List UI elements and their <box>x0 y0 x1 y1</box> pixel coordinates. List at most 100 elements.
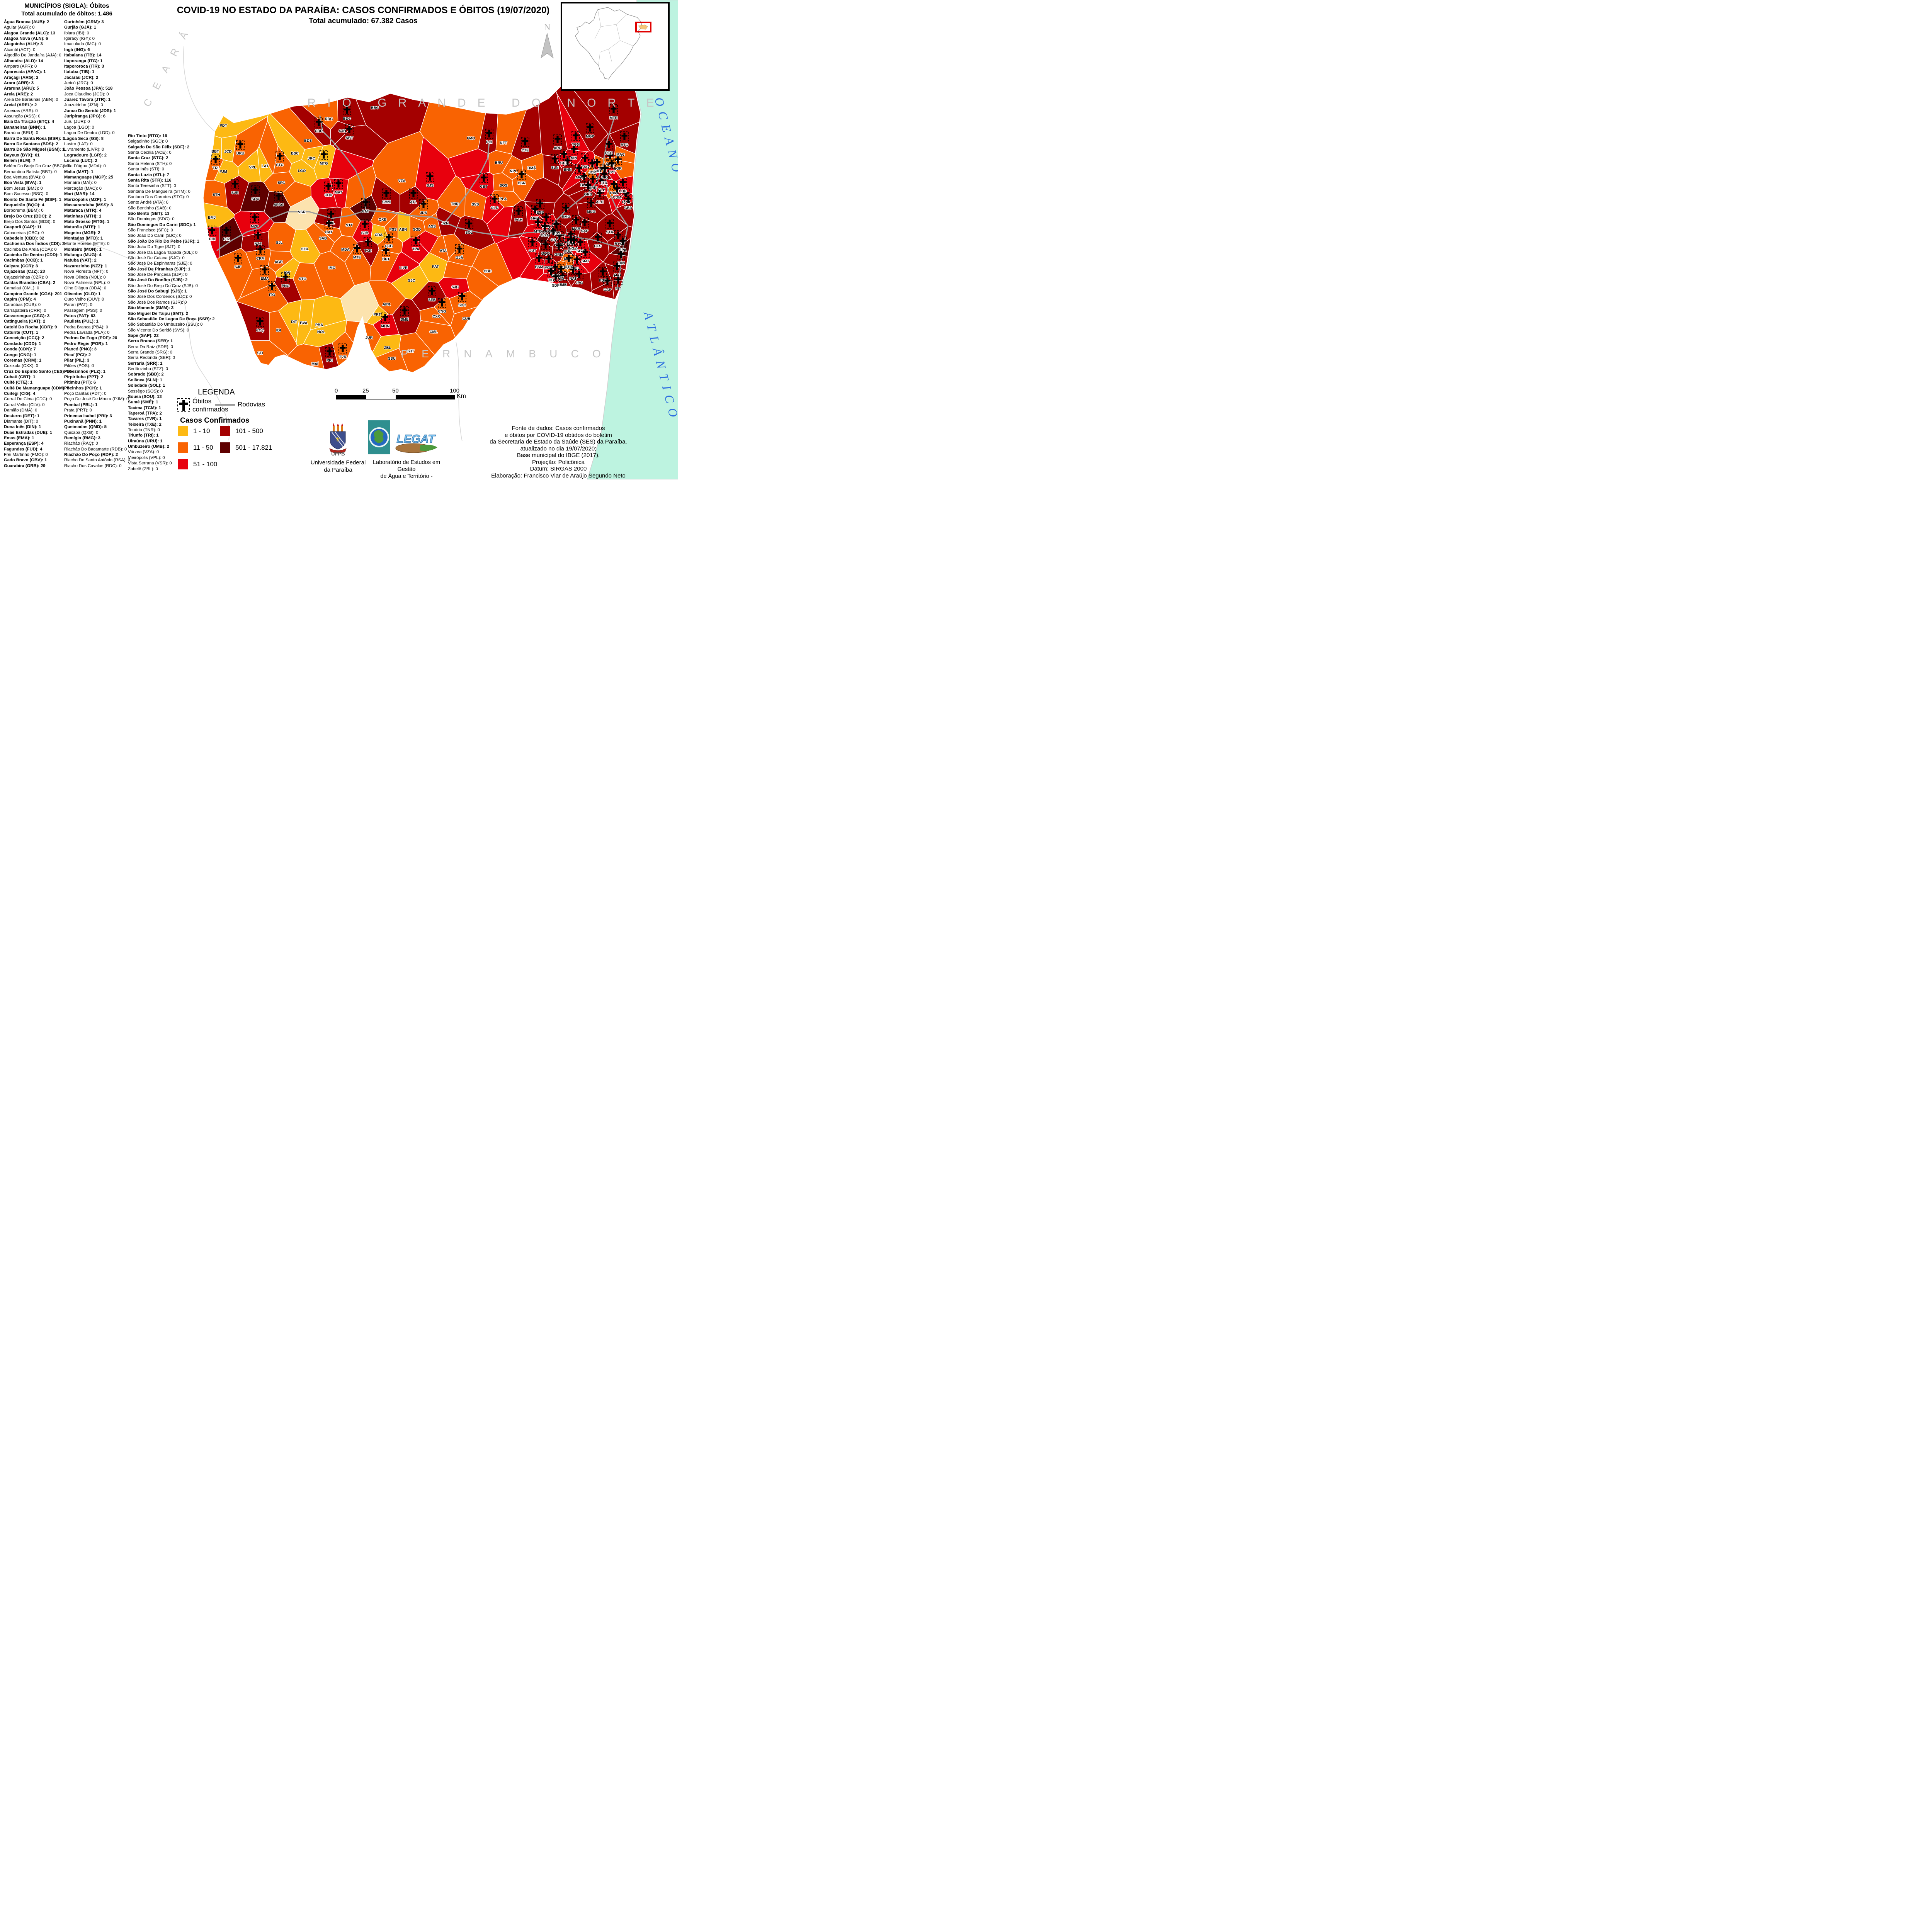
municipality-sigla-label: TPA <box>412 247 419 252</box>
municipality-cell-CAP <box>591 280 614 300</box>
death-cross-box <box>268 281 276 291</box>
municipality-list-item: Alagoinha (ALH): 3 <box>4 42 43 47</box>
municipality-list-item: Paulista (PUL): 1 <box>64 319 99 324</box>
death-cross-box <box>597 177 606 187</box>
municipality-sigla-label: BDC <box>343 117 351 121</box>
death-cross-box <box>465 219 473 229</box>
municipality-cell-SJT <box>399 332 435 373</box>
death-cross-box <box>551 262 560 272</box>
municipality-list-item: Cacimba De Areia (CDA): 0 <box>4 247 57 252</box>
municipality-list-item: Olho D'água (ODA): 0 <box>64 286 107 291</box>
municipality-sigla-label: RDP <box>570 247 578 252</box>
municipality-list-item: São José Dos Cordeiros (SJC): 0 <box>128 294 192 299</box>
municipality-sigla-label: PRT <box>374 313 381 317</box>
municipality-cell <box>282 181 311 207</box>
death-cross-icon <box>552 266 558 268</box>
municipality-sigla-label: LAT <box>262 164 269 168</box>
municipality-list-item: Várzea (VZA): 0 <box>128 450 159 455</box>
municipality-sigla-label: ATA <box>440 249 447 253</box>
municipality-sigla-label: NAT <box>570 277 577 281</box>
page: PDT BBT JCD URU TRI PJM VPL LAT STC BSC JRC MTG BDS C… <box>0 0 678 479</box>
death-cross-icon <box>459 295 465 297</box>
death-cross-box <box>593 158 601 168</box>
municipality-sigla-label: JTR <box>565 265 572 269</box>
death-cross-box <box>535 253 543 263</box>
municipality-list-item: Bom Jesus (BMJ): 0 <box>4 186 43 191</box>
municipality-sigla-label: MAÍ <box>311 362 318 366</box>
credit-line: atualizado no dia 19/07/2020; <box>520 445 597 452</box>
municipality-list-item: Cacimbas (CCB): 1 <box>4 258 43 263</box>
municipality-list-item: Cacimba De Dentro (CDD): 1 <box>4 253 63 258</box>
municipality-list-item: São João Do Cariri (SJC): 0 <box>128 233 182 238</box>
municipality-list-item: São Mamede (SMM): 3 <box>128 306 174 311</box>
municipality-list-item: Fagundes (FUD): 4 <box>4 447 43 452</box>
municipality-cell <box>345 165 376 209</box>
municipality-list-item: Imaculada (IMC): 0 <box>64 42 101 47</box>
municipality-list-item: São José Do Sabugi (SJS): 1 <box>128 289 187 294</box>
legend-swatch <box>178 442 188 453</box>
death-cross-icon <box>255 234 261 236</box>
death-cross-icon <box>614 265 620 267</box>
death-cross-icon <box>325 185 332 187</box>
municipality-sigla-label: SJB <box>361 231 369 235</box>
death-cross-box <box>281 272 290 282</box>
municipality-list-item: Santa Cecília (ACE): 0 <box>128 150 172 155</box>
death-cross-box <box>400 306 409 316</box>
municipality-sigla-label: SFC <box>278 181 285 185</box>
municipality-sigla-label: TRI <box>213 166 218 170</box>
death-cross-box <box>534 218 542 228</box>
municipality-list-item: Brejo Do Cruz (BDC): 2 <box>4 214 51 219</box>
death-cross-box <box>567 235 575 245</box>
list-header-line2: Total acumulado de óbitos: 1.486 <box>21 10 112 17</box>
municipality-list-item: Bananeiras (BNN): 1 <box>4 125 46 130</box>
death-cross-box <box>588 174 597 184</box>
municipality-sigla-label: FMO <box>467 136 475 141</box>
death-cross-box <box>256 317 264 327</box>
municipality-sigla-label: JUR <box>365 336 372 340</box>
municipality-list-item: São Vicente Do Seridó (SVS): 0 <box>128 328 189 333</box>
death-cross-icon <box>519 173 525 175</box>
municipality-sigla-label: JZN <box>442 221 449 226</box>
municipality-sigla-label: SJR <box>231 191 239 195</box>
municipality-list-item: Arara (ARR): 3 <box>4 80 34 85</box>
municipality-list-item: Puxinanã (PNN): 1 <box>64 419 102 424</box>
municipality-sigla-label: CJZ <box>223 237 230 241</box>
municipality-list-item: Araruna (ARU): 5 <box>4 86 39 91</box>
municipality-sigla-label: DIN <box>571 156 577 160</box>
municipality-list-item: Marizópolis (MZP): 1 <box>64 197 106 202</box>
death-cross-box <box>343 105 351 115</box>
ufpb-caption: Universidade Federal da Paraíba <box>310 459 366 473</box>
death-cross-icon <box>553 275 559 277</box>
municipality-list-item: Cuitegi (CIG): 4 <box>4 391 36 396</box>
death-cross-box <box>603 276 612 286</box>
municipality-list-item: Taperoá (TPA): 2 <box>128 411 162 416</box>
death-cross-box <box>576 238 585 248</box>
municipality-list-item: Bom Sucesso (BSC): 0 <box>4 192 49 197</box>
municipality-list-item: Riachão (RAÇ): 0 <box>64 441 98 446</box>
dgeoc-logo <box>368 420 390 456</box>
death-cross-box <box>211 155 220 165</box>
death-cross-box <box>412 236 420 246</box>
municipality-sigla-label: STI <box>257 351 263 355</box>
municipality-list-item: Alagoa Nova (ALN): 6 <box>4 36 48 41</box>
death-cross-icon <box>515 210 522 212</box>
municipality-sigla-label: MTR <box>610 116 618 120</box>
municipality-list-item: São José De Caiana (SJC): 0 <box>128 255 185 260</box>
municipality-list-item: Ibiara (IBI): 0 <box>64 31 89 36</box>
death-cross-box <box>458 292 466 302</box>
municipality-sigla-label: NOL <box>317 330 325 334</box>
municipality-sigla-label: ASS <box>428 224 436 229</box>
death-cross-icon <box>362 201 369 203</box>
municipality-sigla-label: MON <box>381 324 389 328</box>
municipality-sigla-label: SDF <box>552 284 560 288</box>
municipality-sigla-label: CXX <box>432 314 440 319</box>
death-cross-box <box>552 220 561 230</box>
death-cross-box <box>584 181 592 191</box>
municipality-list-item: Nova Floresta (NFT): 0 <box>64 269 109 274</box>
municipality-sigla-label: VSR <box>298 210 306 214</box>
municipality-sigla-label: GS <box>551 238 556 242</box>
municipality-list-item: Cruz Do Espírito Santo (CES): 16 <box>4 369 71 374</box>
municipality-sigla-label: JDS <box>420 211 427 215</box>
municipality-list-item: Picuí (PCI): 2 <box>64 352 91 357</box>
municipality-list-item: Vista Serrana (VSR): 0 <box>128 461 172 466</box>
